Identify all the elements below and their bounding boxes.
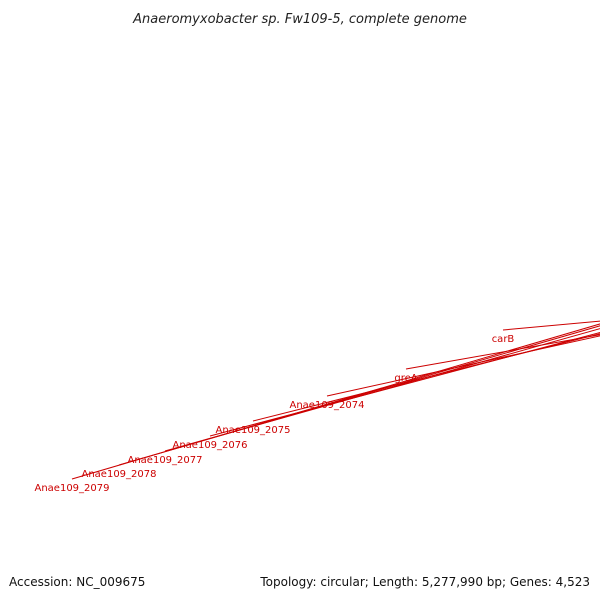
gene-leader-line [502,320,600,331]
gene-label: Anae109_2078 [82,469,157,480]
gene-leader-line [118,325,600,466]
genome-title: Anaeromyxobacter sp. Fw109-5, complete g… [132,12,467,27]
gene-labels: carBgreAAnae109_2074Anae109_2075Anae109_… [35,320,600,494]
gene-label: Anae109_2076 [173,440,248,451]
gene-label: Anae109_2075 [216,425,291,436]
gene-leader-line [252,333,600,422]
gene-leader-line [326,335,600,397]
accession-text: Accession: NC_009675 [9,575,145,589]
gene-leader-line [71,323,600,480]
gene-leader-line [164,328,600,452]
gene-leader-line [405,334,600,370]
gene-label: Anae109_2077 [128,455,203,466]
gene-label: carB [492,334,515,345]
topology-text: Topology: circular; Length: 5,277,990 bp… [259,575,590,589]
gene-label: Anae109_2079 [35,483,110,494]
